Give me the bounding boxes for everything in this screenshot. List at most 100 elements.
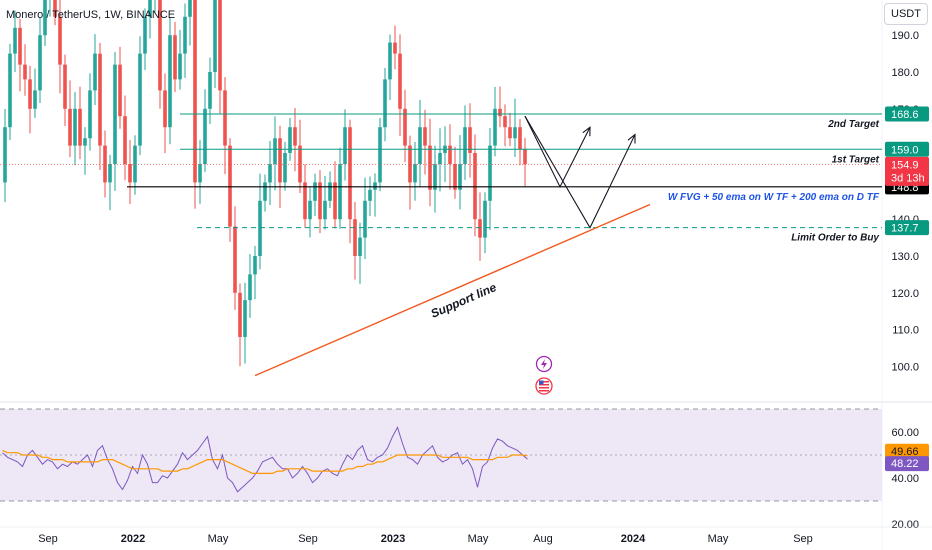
price-tick-label: 100.0 — [891, 361, 919, 373]
candle — [63, 54, 67, 126]
time-tick-label: 2024 — [621, 533, 646, 545]
candle — [278, 125, 282, 209]
candle — [343, 109, 347, 181]
fvg-level-label: W FVG + 50 ema on W TF + 200 ema on D TF — [668, 192, 880, 203]
candle — [378, 118, 382, 192]
second-target-badge[interactable]: 168.6 — [885, 106, 929, 122]
candle — [93, 34, 97, 106]
candles — [3, 0, 527, 367]
bar-countdown-text: 3d 13h — [891, 172, 925, 184]
time-tick-label: May — [708, 533, 729, 545]
candle — [183, 3, 187, 78]
current-price-text: 154.9 — [891, 159, 919, 171]
candle — [163, 73, 167, 154]
price-tick-label: 130.0 — [891, 251, 919, 263]
candle — [318, 169, 322, 234]
price-tick-label: 180.0 — [891, 67, 919, 79]
candle — [73, 92, 77, 166]
limit-order-badge[interactable]: 137.7 — [885, 220, 929, 236]
candle — [8, 43, 12, 140]
candle — [233, 206, 237, 310]
candle — [448, 124, 452, 190]
candle — [218, 0, 222, 115]
rsi-ma-badge-text: 49.66 — [891, 446, 919, 458]
us-flag-icon[interactable] — [535, 377, 553, 395]
candle — [118, 46, 122, 129]
currency-selector[interactable]: USDT — [884, 3, 928, 25]
candle — [128, 139, 132, 205]
symbol-title: Monero / TetherUS, 1W, BINANCE — [6, 9, 176, 21]
candle — [373, 173, 377, 217]
candle — [518, 119, 522, 166]
support-line[interactable] — [254, 203, 651, 377]
candle — [38, 16, 42, 103]
first-target-badge[interactable]: 159.0 — [885, 141, 929, 157]
candle — [33, 68, 37, 118]
candle — [3, 109, 7, 203]
candle — [188, 0, 192, 46]
candle — [488, 127, 492, 231]
candle — [473, 134, 477, 237]
first-target-badge-text: 159.0 — [891, 144, 919, 156]
candle — [68, 80, 72, 158]
candle — [83, 127, 87, 175]
candle — [408, 135, 412, 210]
candle — [288, 118, 292, 161]
price-tick-label: 190.0 — [891, 30, 919, 42]
candle — [253, 245, 257, 300]
candle — [43, 0, 47, 47]
candle — [413, 142, 417, 201]
candle — [238, 283, 242, 367]
candle — [468, 103, 472, 178]
candle — [298, 119, 302, 193]
candle — [388, 34, 392, 100]
projection-arrowhead-2 — [627, 133, 636, 144]
rsi-badge-text: 48.22 — [891, 458, 919, 470]
candle — [483, 192, 487, 254]
time-tick-label: Sep — [298, 533, 318, 545]
current-price-badge[interactable]: 154.93d 13h — [885, 156, 929, 186]
candle — [363, 177, 367, 260]
candle — [393, 25, 397, 70]
candle — [113, 52, 117, 191]
candle — [243, 282, 247, 364]
candle — [208, 57, 212, 125]
candle — [268, 141, 272, 206]
candle — [108, 154, 112, 211]
candle — [398, 34, 402, 137]
time-tick-label: May — [208, 533, 229, 545]
candle — [98, 42, 102, 171]
time-tick-label: 2022 — [121, 533, 145, 545]
rsi-line[interactable] — [2, 426, 528, 493]
candle — [258, 173, 262, 270]
candle — [478, 192, 482, 261]
candle — [438, 128, 442, 192]
time-tick-label: May — [468, 533, 489, 545]
candle — [193, 0, 197, 209]
projection-path-2[interactable] — [524, 115, 636, 229]
candle — [154, 0, 156, 13]
lightning-icon[interactable] — [535, 355, 553, 373]
candle — [88, 73, 92, 151]
projection-arrowhead-1 — [582, 126, 591, 137]
rsi-ma-badge[interactable]: 49.66 — [885, 443, 929, 459]
rsi-ma-line[interactable] — [2, 449, 528, 474]
rsi-badge[interactable]: 48.22 — [885, 456, 929, 472]
candle — [383, 67, 387, 142]
candle — [58, 0, 62, 94]
candle — [338, 147, 342, 229]
candle — [498, 86, 502, 128]
projection-path-1[interactable] — [524, 115, 591, 189]
candle — [273, 116, 277, 191]
candle — [168, 17, 172, 145]
candle — [143, 8, 147, 71]
candle — [313, 173, 317, 217]
candle — [348, 119, 352, 244]
rsi-tick-label: 60.00 — [891, 427, 919, 439]
candle — [423, 109, 427, 175]
candle — [323, 175, 327, 230]
time-tick-label: 2023 — [381, 533, 405, 545]
candle — [133, 135, 137, 195]
second-target-label: 2nd Target — [827, 119, 879, 130]
